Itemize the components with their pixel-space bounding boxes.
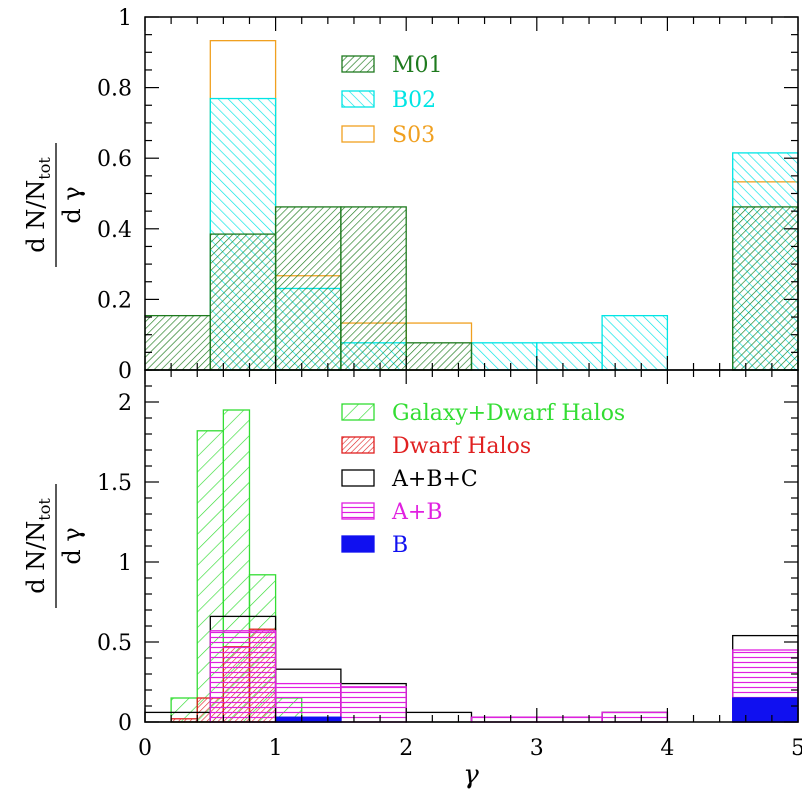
bottom-legend-label-a-b: A+B — [391, 500, 443, 525]
bottom-bar-outline-a-b-c-4 — [405, 711, 473, 723]
bottom-bar-b-0 — [275, 717, 341, 722]
xtick-label-0: 0 — [138, 736, 152, 761]
bottom-bar-a-b-0 — [210, 630, 276, 722]
xtick-label-5: 5 — [791, 736, 802, 761]
bottom-bar-galaxy-dwarf-halos-0 — [171, 698, 198, 722]
top-bar-m01-1 — [210, 234, 276, 370]
top-axis-ticks: 0 0.2 0.4 0.6 0.8 1 — [97, 6, 799, 384]
top-bar-m01-2 — [275, 206, 341, 370]
bottom-bar-a-b-2 — [340, 686, 407, 722]
bottom-legend-label-a-b-c: A+B+C — [391, 467, 478, 492]
top-legend-swatch-m01 — [341, 55, 375, 73]
top-ylabel-denominator: d γ — [58, 186, 86, 223]
top-legend: M01 B02 S03 — [341, 53, 443, 148]
bottom-ytick-label-4: 2 — [118, 391, 132, 416]
xtick-label-4: 4 — [660, 736, 674, 761]
bottom-ytick-label-2: 1 — [118, 551, 132, 576]
top-legend-label-s03: S03 — [392, 123, 435, 148]
bottom-legend-swatch-a-b-c — [341, 469, 375, 487]
top-legend-swatch-b02 — [341, 90, 375, 108]
bottom-legend-swatch-dwarf-halos — [341, 436, 375, 454]
top-bar-m01-3 — [340, 206, 407, 370]
bottom-legend-swatch-b — [341, 535, 375, 553]
top-bar-m01-0 — [145, 315, 211, 370]
bottom-bar-a-b-5 — [602, 712, 668, 722]
xtick-label-1: 1 — [269, 736, 283, 761]
top-ylabel-numerator: d N/N — [22, 180, 50, 253]
top-legend-label-m01: M01 — [392, 53, 443, 78]
bottom-histogram-bars — [144, 409, 799, 723]
svg-text:d N/Ntot: d N/Ntot — [22, 498, 54, 594]
top-y-axis-label: d N/Ntot d γ — [22, 143, 86, 267]
bottom-legend: Galaxy+Dwarf Halos Dwarf Halos A+B+C A+B B — [341, 401, 625, 558]
bottom-ylabel-numerator: d N/N — [22, 521, 50, 594]
bottom-ylabel-denominator: d γ — [58, 527, 86, 564]
bottom-bar-a-b-1 — [275, 683, 341, 722]
xtick-label-3: 3 — [530, 736, 544, 761]
top-bar-b02-3 — [471, 342, 537, 370]
bottom-panel: Galaxy+Dwarf Halos Dwarf Halos A+B+C A+B B 0… — [22, 369, 802, 790]
bottom-ylabel-subscript: tot — [35, 498, 54, 521]
xtick-label-2: 2 — [399, 736, 413, 761]
bottom-ytick-label-1: 0.5 — [97, 631, 132, 656]
bottom-legend-label-galaxy-dwarf-halos: Galaxy+Dwarf Halos — [392, 401, 625, 426]
top-ytick-label-1: 0.2 — [97, 288, 132, 313]
top-legend-label-b02: B02 — [392, 88, 436, 113]
bottom-y-axis-label: d N/Ntot d γ — [22, 484, 86, 608]
top-legend-swatch-s03 — [341, 125, 375, 143]
top-bar-b02-5 — [602, 315, 668, 370]
top-bar-b02-4 — [536, 342, 603, 370]
top-bar-m01-4 — [406, 342, 472, 370]
bottom-legend-label-dwarf-halos: Dwarf Halos — [392, 434, 531, 459]
top-bar-m01-5 — [732, 206, 798, 370]
bottom-legend-label-b: B — [392, 533, 408, 558]
top-histogram-bars — [144, 40, 799, 371]
top-panel: M01 B02 S03 0 0.2 0.4 0.6 0.8 1 d N/Ntot d γ — [22, 6, 799, 384]
top-ytick-label-0: 0 — [118, 359, 132, 384]
bottom-bar-a-b-3 — [471, 717, 537, 722]
bottom-bar-b-1 — [732, 698, 798, 722]
bottom-bar-dwarf-halos-0 — [171, 718, 198, 722]
bottom-plot-frame — [144, 369, 799, 723]
svg-text:d N/Ntot: d N/Ntot — [22, 157, 54, 253]
top-ytick-label-2: 0.4 — [97, 218, 132, 243]
top-ytick-label-3: 0.6 — [97, 147, 132, 172]
bottom-ytick-label-0: 0 — [118, 711, 132, 736]
x-axis-label: γ — [463, 760, 479, 790]
top-ytick-label-5: 1 — [118, 6, 132, 31]
top-ylabel-subscript: tot — [35, 157, 54, 180]
top-ytick-label-4: 0.8 — [97, 77, 132, 102]
bottom-axis-ticks: 0 0.5 1 1.5 2 0 1 2 3 4 5 — [97, 369, 802, 761]
bottom-legend-swatch-a-b — [341, 502, 375, 520]
bottom-ytick-label-3: 1.5 — [97, 471, 132, 496]
bottom-bar-a-b-4 — [536, 717, 603, 722]
bottom-legend-swatch-galaxy-dwarf-halos — [341, 403, 375, 421]
